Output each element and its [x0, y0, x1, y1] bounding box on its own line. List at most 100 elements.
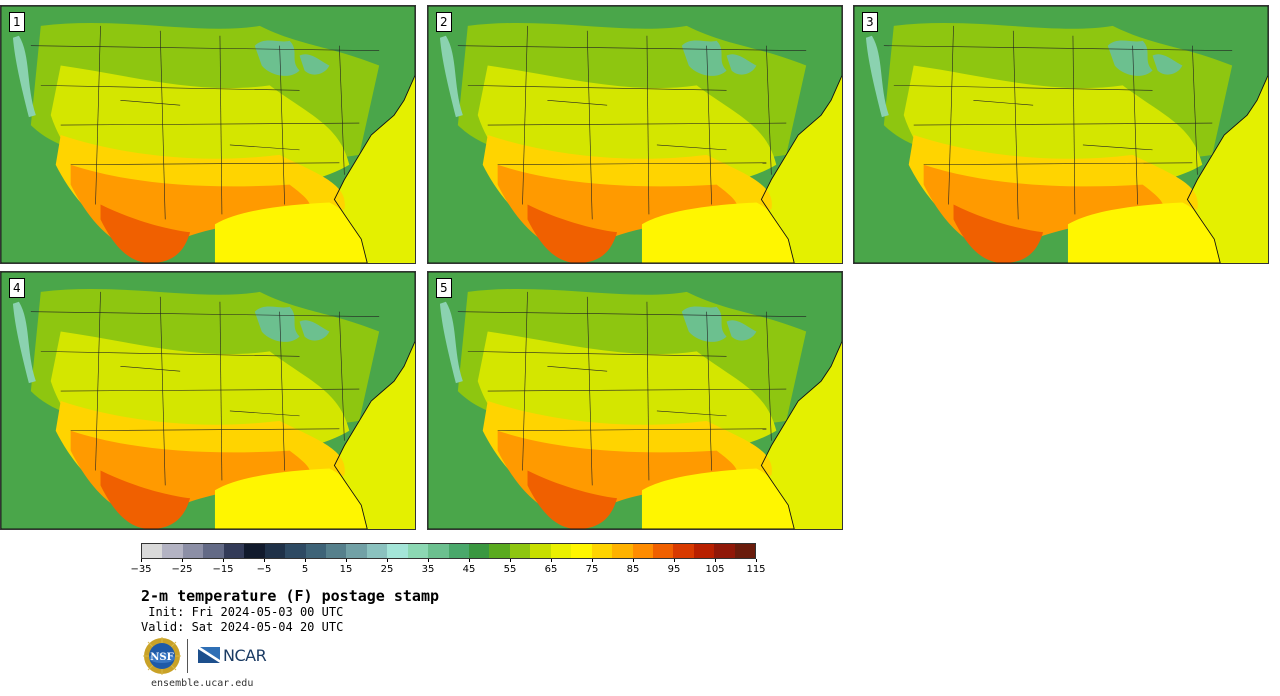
coastline [428, 6, 842, 263]
colorbar-tick-mark [469, 559, 470, 562]
temperature-contour-region [641, 202, 795, 263]
temperature-contour-region [439, 301, 463, 384]
colorbar-tick-label: −15 [212, 564, 234, 575]
state-borders [457, 291, 807, 486]
colorbar-tick-label: −5 [256, 564, 272, 575]
state-borders [457, 25, 807, 220]
colorbar-swatch [305, 544, 326, 558]
colorbar-tick-mark [674, 559, 675, 562]
coastline [1, 272, 415, 529]
colorbar-tick-mark [592, 559, 593, 562]
colorbar-swatch [693, 544, 715, 558]
colorbar-swatch [734, 544, 756, 558]
colorbar-tick-label: 25 [380, 564, 394, 575]
temperature-contour-region [1, 351, 25, 529]
colorbar-swatch [591, 544, 613, 558]
colorbar-swatch [203, 544, 224, 558]
colorbar-tick-mark [182, 559, 183, 562]
colorbar-tick-mark [387, 559, 388, 562]
colorbar-swatch [162, 544, 183, 558]
colorbar-tick-label: 45 [462, 564, 476, 575]
colorbar-tick-label: 85 [626, 564, 640, 575]
colorbar-swatch [469, 544, 490, 558]
state-borders [30, 25, 380, 220]
temperature-contour-region [428, 85, 452, 263]
colorbar-swatch [448, 544, 469, 558]
svg-text:NSF: NSF [150, 652, 173, 663]
colorbar-swatch [673, 544, 694, 558]
temperature-contour-region [12, 301, 36, 384]
colorbar-swatch [264, 544, 286, 558]
colorbar-tick-mark [551, 559, 552, 562]
temperature-contour-region [12, 35, 36, 118]
temperature-contour-region [214, 468, 368, 529]
temperature-contour-region [1152, 54, 1183, 75]
colorbar-tick-label: 5 [301, 564, 309, 575]
temperature-contour-region [214, 202, 368, 263]
colorbar-swatch [612, 544, 633, 558]
colorbar-tick-label: −25 [171, 564, 193, 575]
nsf-logo-icon: NSF [143, 637, 181, 675]
colorbar-tick-mark [305, 559, 306, 562]
stamp-map-5: 5 [427, 271, 843, 530]
colorbar-tick-label: 95 [667, 564, 681, 575]
colorbar-swatch [366, 544, 388, 558]
site-url: ensemble.ucar.edu [151, 678, 254, 689]
temperature-contour-region [1, 85, 25, 263]
colorbar-swatch [550, 544, 572, 558]
stamp-map-1: 1 [0, 5, 416, 264]
stamp-map-2: 2 [427, 5, 843, 264]
colorbar-tick-mark [223, 559, 224, 562]
temperature-contour-region [428, 351, 452, 529]
colorbar-swatch [325, 544, 347, 558]
temperature-contour-region [641, 468, 795, 529]
temperature-contour-region [1067, 202, 1221, 263]
colorbar-swatch [509, 544, 531, 558]
colorbar-swatch [652, 544, 674, 558]
colorbar-swatch [428, 544, 449, 558]
colorbar-tick-mark [141, 559, 142, 562]
colorbar-swatch [571, 544, 592, 558]
stamp-label: 2 [436, 12, 452, 32]
colorbar-swatch [632, 544, 653, 558]
init-time: Init: Fri 2024-05-03 00 UTC [141, 605, 344, 619]
temperature-map [428, 272, 842, 529]
colorbar-ticks: −35 −25 −15 −5 5 15 25 35 45 55 65 75 85 95 105 115 [130, 559, 766, 581]
temperature-contour-region [299, 54, 330, 75]
state-borders [30, 291, 380, 486]
temperature-contour-region [439, 35, 463, 118]
plot-title: 2-m temperature (F) postage stamp [141, 587, 440, 605]
colorbar-tick-label: 55 [503, 564, 517, 575]
stamp-label: 3 [862, 12, 878, 32]
colorbar-swatch [387, 544, 408, 558]
temperature-contour-region [854, 85, 878, 263]
colorbar-swatch [346, 544, 367, 558]
coastline [854, 6, 1268, 263]
coastline [1, 6, 415, 263]
temperature-contour-region [100, 470, 191, 529]
colorbar-swatch [142, 544, 163, 558]
ncar-logo-icon [198, 647, 220, 663]
state-borders [883, 25, 1233, 220]
colorbar-tick-label: −35 [130, 564, 152, 575]
temperature-map [1, 6, 415, 263]
stamp-map-3: 3 [853, 5, 1269, 264]
colorbar-swatch [530, 544, 551, 558]
colorbar-tick-mark [510, 559, 511, 562]
colorbar-tick-mark [346, 559, 347, 562]
temperature-contour-region [953, 204, 1044, 263]
colorbar-swatch [407, 544, 429, 558]
colorbar-tick-label: 105 [705, 564, 725, 575]
temperature-contour-region [299, 320, 330, 341]
colorbar-swatch [489, 544, 510, 558]
temperature-map [1, 272, 415, 529]
temperature-colorbar [141, 543, 756, 559]
temperature-contour-region [100, 204, 191, 263]
stamp-label: 4 [9, 278, 25, 298]
coastline [428, 272, 842, 529]
colorbar-tick-label: 65 [544, 564, 558, 575]
colorbar-tick-mark [428, 559, 429, 562]
valid-time: Valid: Sat 2024-05-04 20 UTC [141, 620, 344, 634]
colorbar-tick-mark [633, 559, 634, 562]
colorbar-tick-label: 35 [421, 564, 435, 575]
